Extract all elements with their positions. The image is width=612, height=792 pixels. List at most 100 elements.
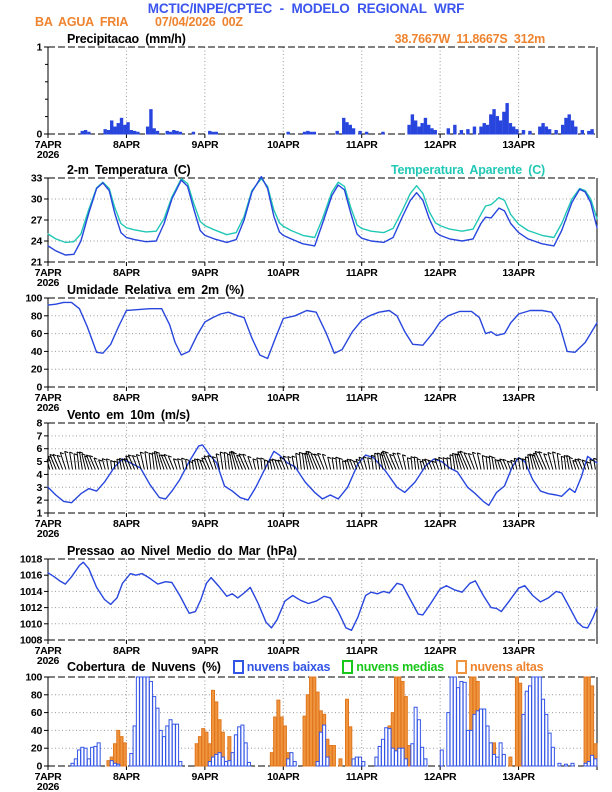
chart-title-clouds: Cobertura de Nuvens (%) <box>67 660 221 674</box>
page-title: MCTIC/INPE/CPTEC - MODELO REGIONAL WRF <box>147 1 465 16</box>
svg-text:11APR: 11APR <box>346 771 378 783</box>
svg-text:20: 20 <box>31 743 43 755</box>
station-name: BA AGUA FRIA <box>35 15 129 29</box>
svg-text:8APR: 8APR <box>113 267 141 279</box>
chart-title-wind: Vento em 10m (m/s) <box>67 408 190 422</box>
svg-text:7APR: 7APR <box>35 267 63 279</box>
svg-text:7APR: 7APR <box>35 518 63 530</box>
svg-text:8APR: 8APR <box>113 518 141 530</box>
svg-text:13APR: 13APR <box>502 139 535 151</box>
svg-text:8APR: 8APR <box>113 139 141 151</box>
svg-text:2026: 2026 <box>37 655 60 667</box>
svg-text:100: 100 <box>25 293 42 305</box>
svg-text:6: 6 <box>36 443 42 455</box>
svg-text:11APR: 11APR <box>346 267 378 279</box>
svg-text:100: 100 <box>25 672 42 684</box>
svg-text:2: 2 <box>36 495 42 507</box>
svg-text:33: 33 <box>31 173 43 185</box>
legend-mid-clouds-label: nuvens medias <box>356 660 445 674</box>
svg-text:10APR: 10APR <box>267 392 300 404</box>
svg-text:12APR: 12APR <box>424 267 457 279</box>
svg-text:0: 0 <box>36 761 42 773</box>
svg-text:4: 4 <box>36 469 42 481</box>
svg-text:1: 1 <box>36 508 42 520</box>
svg-text:9APR: 9APR <box>191 645 219 657</box>
svg-text:8APR: 8APR <box>113 771 141 783</box>
legend-apparent-temperature: Temperatura Aparente (C) <box>390 163 545 177</box>
svg-text:13APR: 13APR <box>502 267 535 279</box>
svg-text:9APR: 9APR <box>191 139 219 151</box>
svg-text:7APR: 7APR <box>35 139 63 151</box>
svg-text:1008: 1008 <box>20 635 43 647</box>
chart-title-pressure: Pressao ao Nivel Medio do Mar (hPa) <box>67 544 297 558</box>
svg-text:12APR: 12APR <box>424 139 457 151</box>
svg-text:13APR: 13APR <box>502 645 535 657</box>
location-coordinates: 38.7667W 11.8667S 312m <box>394 32 546 46</box>
svg-text:10APR: 10APR <box>267 139 300 151</box>
low-clouds-swatch-icon <box>232 660 244 674</box>
svg-text:1: 1 <box>36 42 42 54</box>
run-datetime: 07/04/2026 00Z <box>155 15 243 29</box>
svg-text:2026: 2026 <box>37 277 60 289</box>
svg-text:1018: 1018 <box>20 554 43 566</box>
svg-text:80: 80 <box>31 689 43 701</box>
svg-text:13APR: 13APR <box>502 518 535 530</box>
svg-text:2026: 2026 <box>37 781 60 792</box>
svg-text:9APR: 9APR <box>191 392 219 404</box>
svg-text:8APR: 8APR <box>113 645 141 657</box>
svg-text:1010: 1010 <box>20 618 43 630</box>
svg-text:21: 21 <box>31 257 43 269</box>
high-clouds-swatch-icon <box>456 660 468 674</box>
svg-text:13APR: 13APR <box>502 771 535 783</box>
svg-text:12APR: 12APR <box>424 392 457 404</box>
svg-text:12APR: 12APR <box>424 518 457 530</box>
legend-high-clouds-label: nuvens altas <box>470 660 544 674</box>
svg-text:10APR: 10APR <box>267 518 300 530</box>
svg-text:8: 8 <box>36 418 42 430</box>
svg-text:60: 60 <box>31 707 43 719</box>
svg-text:10APR: 10APR <box>267 645 300 657</box>
svg-text:0: 0 <box>36 382 42 394</box>
svg-text:60: 60 <box>31 328 43 340</box>
svg-text:20: 20 <box>31 364 43 376</box>
legend-low-clouds-label: nuvens baixas <box>246 660 331 674</box>
svg-text:11APR: 11APR <box>346 139 378 151</box>
chart-title-humidity: Umidade Relativa em 2m (%) <box>67 283 244 297</box>
svg-text:11APR: 11APR <box>346 392 378 404</box>
svg-text:7: 7 <box>36 430 42 442</box>
svg-text:10APR: 10APR <box>267 267 300 279</box>
svg-text:0: 0 <box>36 129 42 141</box>
svg-text:2026: 2026 <box>37 528 60 540</box>
legend-low-clouds: nuvens baixas <box>232 660 331 674</box>
svg-text:1012: 1012 <box>20 602 43 614</box>
svg-text:10APR: 10APR <box>267 771 300 783</box>
svg-text:9APR: 9APR <box>191 771 219 783</box>
svg-text:9APR: 9APR <box>191 518 219 530</box>
svg-text:27: 27 <box>31 215 43 227</box>
svg-text:1014: 1014 <box>20 586 43 598</box>
svg-text:12APR: 12APR <box>424 771 457 783</box>
svg-text:9APR: 9APR <box>191 267 219 279</box>
legend-high-clouds: nuvens altas <box>456 660 544 674</box>
svg-text:13APR: 13APR <box>502 392 535 404</box>
svg-text:40: 40 <box>31 346 43 358</box>
svg-text:30: 30 <box>31 194 43 206</box>
svg-text:12APR: 12APR <box>424 645 457 657</box>
svg-text:8APR: 8APR <box>113 392 141 404</box>
svg-text:7APR: 7APR <box>35 392 63 404</box>
svg-text:7APR: 7APR <box>35 645 63 657</box>
svg-text:1016: 1016 <box>20 570 43 582</box>
svg-text:2026: 2026 <box>37 149 60 161</box>
chart-title-precipitation: Precipitacao (mm/h) <box>67 32 186 46</box>
legend-mid-clouds: nuvens medias <box>342 660 444 674</box>
svg-text:7APR: 7APR <box>35 771 63 783</box>
svg-text:24: 24 <box>31 236 43 248</box>
svg-text:40: 40 <box>31 725 43 737</box>
svg-text:11APR: 11APR <box>346 518 378 530</box>
chart-title-temperature: 2-m Temperatura (C) <box>67 163 191 177</box>
cloud-legend-row: Cobertura de Nuvens (%) nuvens baixas nu… <box>67 660 608 674</box>
mid-clouds-swatch-icon <box>342 660 354 674</box>
svg-text:5: 5 <box>36 456 42 468</box>
